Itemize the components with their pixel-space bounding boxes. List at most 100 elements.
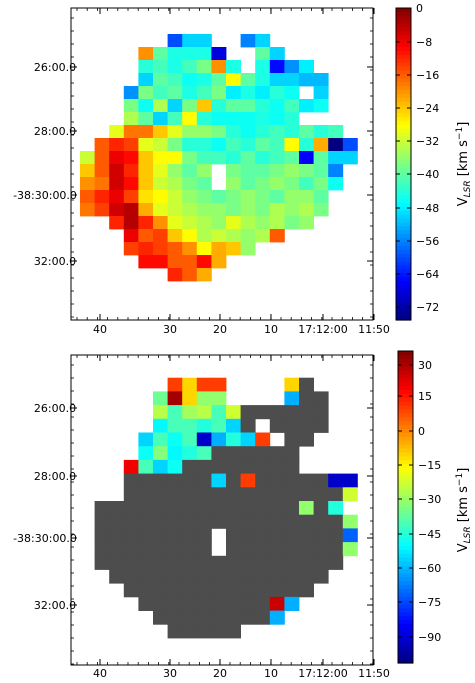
map-cell	[196, 432, 212, 447]
colorbar-strip	[396, 47, 411, 52]
map-cell	[313, 405, 329, 420]
map-cell	[269, 405, 285, 420]
map-cell	[328, 514, 344, 529]
map-cell	[138, 177, 154, 191]
map-cell	[226, 624, 241, 639]
map-cell	[167, 112, 183, 126]
colorbar-strip	[398, 631, 413, 637]
map-cell	[196, 473, 212, 488]
colorbar-strip	[396, 249, 411, 255]
map-cell	[153, 555, 168, 570]
colorbar-strip	[396, 27, 411, 32]
map-cell	[153, 203, 168, 217]
colorbar-strip	[398, 444, 413, 450]
map-cell	[80, 177, 95, 191]
map-cell	[299, 514, 314, 529]
map-cell	[138, 583, 154, 598]
map-cell	[182, 125, 198, 139]
map-cell	[299, 583, 314, 598]
colorbar-strip	[398, 616, 413, 621]
map-cell	[255, 216, 271, 230]
map-cell	[196, 596, 212, 611]
map-cell	[240, 99, 256, 113]
map-cell	[196, 405, 212, 420]
map-cell	[109, 514, 125, 529]
map-cell	[196, 391, 212, 406]
map-cell	[269, 60, 285, 74]
map-cell	[153, 138, 168, 152]
map-cell	[167, 418, 183, 433]
colorbar-strip	[396, 144, 411, 149]
colorbar-strip	[398, 546, 413, 551]
map-cell	[138, 216, 154, 230]
map-cell	[240, 216, 256, 230]
colorbar-strip	[398, 507, 413, 512]
map-cell	[123, 229, 139, 243]
map-cell	[328, 542, 344, 557]
bottom-colorbar	[398, 351, 413, 664]
map-cell	[328, 528, 344, 543]
colorbar-strip	[396, 128, 411, 134]
map-cell	[153, 164, 168, 178]
map-cell	[153, 73, 168, 87]
colorbar-strip	[396, 113, 411, 118]
bottom-x-tick-label-4: 17:12:00	[298, 667, 347, 680]
top-cb-tick-8: −64	[416, 268, 439, 281]
map-cell	[255, 203, 271, 217]
bottom-x-tick-label-2: 20	[213, 667, 227, 680]
map-cell	[123, 216, 139, 230]
map-cell	[284, 216, 300, 230]
map-cell	[255, 432, 271, 447]
map-cell	[284, 86, 300, 100]
map-cell	[94, 501, 110, 516]
map-cell	[138, 86, 154, 100]
map-cell	[299, 377, 314, 392]
map-cell	[255, 501, 271, 516]
map-cell	[284, 405, 300, 420]
map-cell	[313, 190, 329, 204]
colorbar-strip	[396, 238, 411, 243]
bottom-x-tick-label-5: 11:50	[358, 667, 390, 680]
map-cell	[255, 34, 271, 48]
map-cell	[255, 86, 271, 100]
top-cb-tick-7: −56	[416, 235, 439, 248]
map-cell	[94, 190, 110, 204]
colorbar-strip	[398, 561, 413, 567]
map-cell	[226, 473, 241, 488]
map-cell	[211, 99, 227, 113]
colorbar-strip	[398, 351, 413, 356]
top-x-tick-label-0: 40	[93, 323, 107, 336]
map-cell	[313, 99, 329, 113]
map-cell	[211, 203, 227, 217]
map-cell	[240, 569, 256, 584]
colorbar-strip	[398, 608, 413, 613]
top-cb-tick-5: −40	[416, 168, 439, 181]
colorbar-strip	[396, 35, 411, 40]
map-cell	[211, 473, 227, 488]
colorbar-strip	[398, 417, 413, 422]
map-cell	[328, 487, 344, 502]
map-cell	[269, 555, 285, 570]
colorbar-strip	[398, 471, 413, 477]
map-cell	[226, 583, 241, 598]
map-cell	[94, 164, 110, 178]
colorbar-strip	[398, 401, 413, 407]
colorbar-strip	[398, 522, 413, 528]
colorbar-strip	[396, 292, 411, 298]
colorbar-strip	[398, 643, 413, 648]
top-cb-tick-1: −8	[416, 36, 432, 49]
map-cell	[167, 164, 183, 178]
map-cell	[269, 138, 285, 152]
map-cell	[182, 542, 198, 557]
colorbar-strip	[396, 70, 411, 75]
colorbar-strip	[398, 405, 413, 411]
map-cell	[240, 528, 256, 543]
map-cell	[167, 138, 183, 152]
top-map-y-ticks	[71, 17, 373, 318]
map-cell	[167, 487, 183, 502]
map-cell	[255, 60, 271, 74]
map-cell	[182, 555, 198, 570]
map-cell	[196, 569, 212, 584]
colorbar-strip	[398, 354, 413, 360]
